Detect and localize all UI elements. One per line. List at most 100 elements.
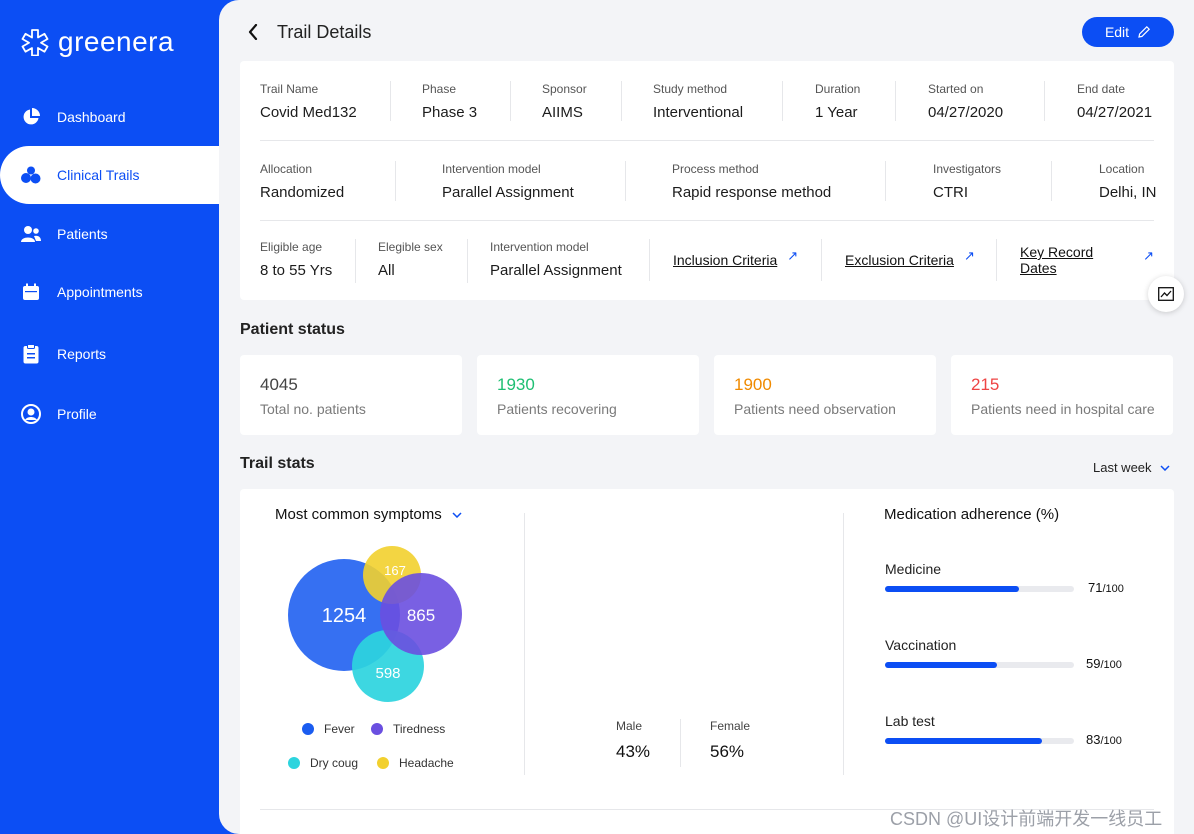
adherence-label: Lab test [885,713,935,729]
main-content: Trail Details Edit Trail Name Covid Med13… [219,0,1194,834]
details-row: Eligible age 8 to 55 Yrs Elegible sex All … [260,239,1154,283]
stat-value: 1900 [734,375,772,394]
brand[interactable]: greenera [21,26,174,58]
exclusion-criteria-link-cell: Exclusion Criteria ↗ [821,239,996,281]
calendar-icon [21,282,41,302]
venn-circle-tiredness [380,573,462,655]
column-divider [524,513,525,775]
back-arrow-icon[interactable] [239,18,267,46]
detail-value: Interventional [653,104,744,121]
period-dropdown[interactable]: Last week [1093,460,1170,475]
progress-track [885,662,1074,668]
details-row: Allocation Randomized Intervention model P… [260,161,1157,221]
trail-details-card: Trail Name Covid Med132 Phase Phase 3 Spon… [240,61,1174,300]
key-record-dates-link[interactable]: Key Record Dates [1020,244,1094,276]
nav-item-profile[interactable]: Profile [0,385,219,443]
stat-card-observation: 1900 Patients need observation [714,355,936,435]
detail-location: Location Delhi, IN [1051,161,1157,201]
detail-label: Location [1099,162,1145,176]
adherence-number: 71 [1088,580,1103,595]
detail-value: Rapid response method [672,184,832,201]
detail-label: End date [1077,82,1126,96]
trail-stats-card: Most common symptoms 1254 865 598 167 Fe… [240,489,1174,834]
progress-track [885,586,1074,592]
legend-label: Fever [324,722,355,736]
gender-value: 43% [616,742,651,761]
detail-intervention-model-2: Intervention model Parallel Assignment [467,239,649,283]
detail-investigators: Investigators CTRI [885,161,1051,201]
brand-name: greenera [58,26,175,57]
page-header: Trail Details Edit [239,14,1174,50]
detail-label: Study method [653,82,728,96]
nav-item-patients[interactable]: Patients [0,205,219,263]
edit-button[interactable]: Edit [1082,17,1174,47]
adherence-label: Vaccination [885,637,957,653]
legend-label: Headache [399,756,454,770]
adherence-number: 59 [1086,656,1101,671]
legend-dot [288,757,300,769]
nav-item-clinical-trails[interactable]: Clinical Trails [0,146,220,204]
legend-dot [371,723,383,735]
detail-label: Phase [422,82,457,96]
detail-value: CTRI [933,184,968,201]
legend-headache: Headache [377,756,454,770]
detail-label: Sponsor [542,82,587,96]
detail-value: Phase 3 [422,104,478,121]
molecules-icon [21,165,41,185]
detail-label: Allocation [260,162,313,176]
nav-item-appointments[interactable]: Appointments [0,263,219,321]
adherence-max: /100 [1100,659,1122,671]
detail-value: 1 Year [815,104,858,121]
nav-item-dashboard[interactable]: Dashboard [0,88,219,146]
nav-label: Reports [57,346,107,362]
medical-star-icon [21,29,49,56]
detail-value: Parallel Assignment [490,262,622,279]
detail-eligible-age: Eligible age 8 to 55 Yrs [260,239,355,283]
pie-chart-icon [21,107,41,127]
inclusion-criteria-link[interactable]: Inclusion Criteria [673,252,778,268]
detail-label: Intervention model [442,162,541,176]
adherence-vaccination: Vaccination 59/100 [885,637,1135,671]
detail-eligible-sex: Elegible sex All [355,239,467,283]
users-icon [21,224,41,244]
adherence-medicine: Medicine 71/100 [885,561,1135,595]
section-divider [260,809,1154,810]
legend-dry-cough: Dry coug [288,756,358,770]
patient-status-title: Patient status [240,321,345,338]
nav-item-reports[interactable]: Reports [0,325,219,383]
stat-card-hospital: 215 Patients need in hospital care [951,355,1173,435]
column-divider [843,513,844,775]
detail-label: Started on [928,82,984,96]
symptoms-dropdown[interactable]: Most common symptoms [275,506,462,523]
detail-value: 04/27/2020 [928,104,1004,121]
exclusion-criteria-link[interactable]: Exclusion Criteria [845,252,954,268]
detail-label: Duration [815,82,861,96]
key-record-dates-link-cell: Key Record Dates ↗ [996,239,1154,281]
period-value: Last week [1093,460,1152,475]
venn-value-dry-cough: 598 [375,665,400,682]
stat-value: 215 [971,375,1000,394]
symptoms-title: Most common symptoms [275,506,442,523]
nav-label: Dashboard [57,109,126,125]
detail-started-on: Started on 04/27/2020 [895,81,1044,121]
adherence-number: 83 [1086,732,1101,747]
detail-value: 04/27/2021 [1077,104,1153,121]
detail-value: Randomized [260,184,345,201]
legend-label: Dry coug [310,756,359,770]
detail-end-date: End date 04/27/2021 [1044,81,1154,121]
gender-label: Male [616,719,643,733]
external-arrow-icon: ↗ [963,248,975,263]
chart-toggle-button[interactable] [1148,276,1184,312]
stat-value: 4045 [260,375,298,394]
watermark: CSDN @UI设计前端开发一线员工 [890,809,1163,829]
external-arrow-icon: ↗ [787,248,799,263]
adherence-value: 59/100 [1086,656,1122,671]
inclusion-criteria-link-cell: Inclusion Criteria ↗ [649,239,821,281]
venn-value-tiredness: 865 [407,606,435,625]
detail-label: Elegible sex [378,240,443,254]
adherence-value: 83/100 [1086,732,1122,747]
detail-phase: Phase Phase 3 [390,81,510,121]
detail-value: Covid Med132 [260,104,357,121]
nav-label: Profile [57,406,97,422]
gender-male: Male 43% [616,719,650,762]
